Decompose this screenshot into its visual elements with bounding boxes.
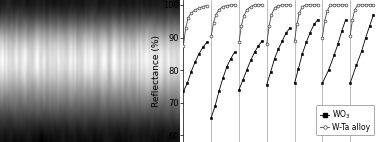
Legend: WO$_3$, W-Ta alloy: WO$_3$, W-Ta alloy	[316, 105, 374, 135]
Y-axis label: Reflectance (%): Reflectance (%)	[152, 35, 161, 107]
